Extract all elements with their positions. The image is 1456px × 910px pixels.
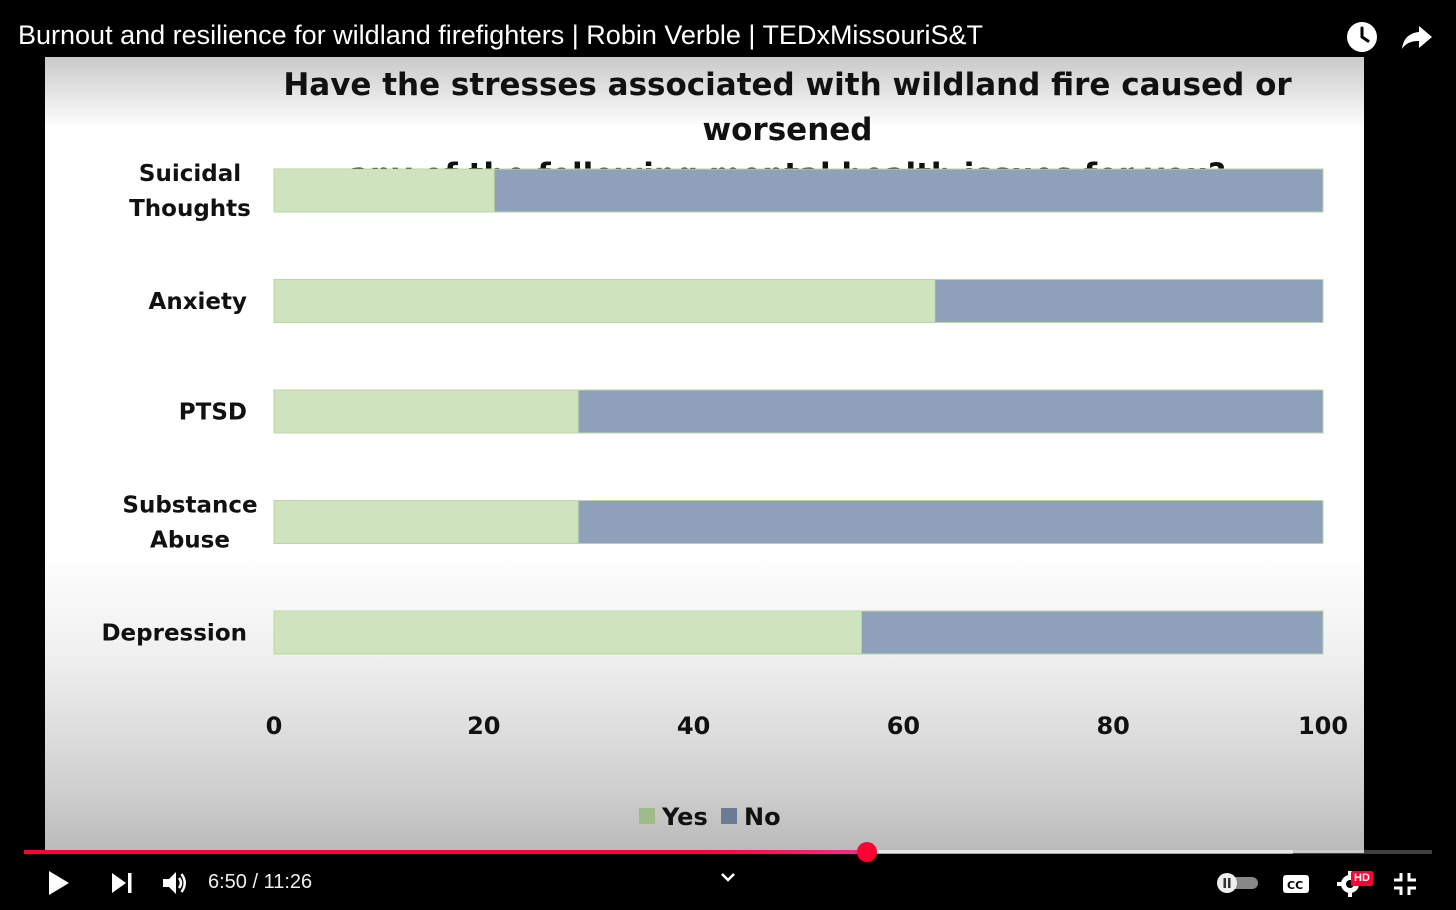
exit-fullscreen-icon[interactable] xyxy=(1393,872,1417,896)
progress-scrubber[interactable] xyxy=(856,842,877,862)
next-icon[interactable] xyxy=(110,871,134,895)
video-title[interactable]: Burnout and resilience for wildland fire… xyxy=(18,20,983,50)
category-label: PTSD xyxy=(179,400,247,426)
svg-text:CC: CC xyxy=(1287,879,1303,892)
bar-yes-0 xyxy=(273,168,495,213)
bar-yes-1 xyxy=(273,279,936,323)
bar-no-0 xyxy=(493,168,1324,213)
legend-swatch-yes xyxy=(639,808,655,824)
bar-no-3 xyxy=(577,500,1324,544)
player-controls: 6:50 / 11:26 CC xyxy=(0,838,1456,910)
category-label: Depression xyxy=(101,621,247,647)
slide-title-line-1: Have the stresses associated with wildla… xyxy=(283,67,1292,148)
x-tick-label: 20 xyxy=(467,712,500,740)
x-tick-label: 60 xyxy=(887,712,920,740)
share-icon[interactable] xyxy=(1400,20,1434,54)
video-frame-slide[interactable]: Have the stresses associated with wildla… xyxy=(45,57,1364,853)
bar-yes-2 xyxy=(273,389,579,434)
bar-no-4 xyxy=(860,610,1324,655)
watch-later-icon[interactable] xyxy=(1345,20,1379,54)
category-label: Anxiety xyxy=(149,289,247,315)
autoplay-toggle[interactable] xyxy=(1216,872,1260,894)
title-bar: Burnout and resilience for wildland fire… xyxy=(0,0,1456,56)
chevron-down-icon[interactable] xyxy=(720,872,736,884)
stacked-bar-chart: Suicidal Thoughts Anxiety PTSD Substance Abus… xyxy=(101,161,1348,831)
bar-yes-3 xyxy=(273,500,579,544)
bar-yes-4 xyxy=(273,610,862,655)
legend-label-yes: Yes xyxy=(661,803,708,831)
x-tick-label: 100 xyxy=(1298,712,1348,740)
hd-badge: HD xyxy=(1351,871,1373,886)
x-tick-label: 40 xyxy=(677,712,710,740)
category-label: Substance xyxy=(122,493,257,519)
legend-swatch-no xyxy=(721,808,737,824)
bar-no-2 xyxy=(577,389,1324,434)
bar-no-1 xyxy=(934,279,1324,323)
volume-icon[interactable] xyxy=(161,870,189,896)
legend-label-no: No xyxy=(744,803,781,831)
play-icon[interactable] xyxy=(46,869,72,897)
category-label: Abuse xyxy=(150,528,230,554)
progress-played xyxy=(24,850,867,854)
category-label: Suicidal xyxy=(139,161,241,187)
progress-bar[interactable] xyxy=(24,842,1432,862)
x-tick-label: 0 xyxy=(266,712,283,740)
x-tick-label: 80 xyxy=(1096,712,1129,740)
time-display: 6:50 / 11:26 xyxy=(208,871,313,893)
category-label: Thoughts xyxy=(129,196,251,222)
captions-icon[interactable]: CC xyxy=(1282,874,1310,894)
